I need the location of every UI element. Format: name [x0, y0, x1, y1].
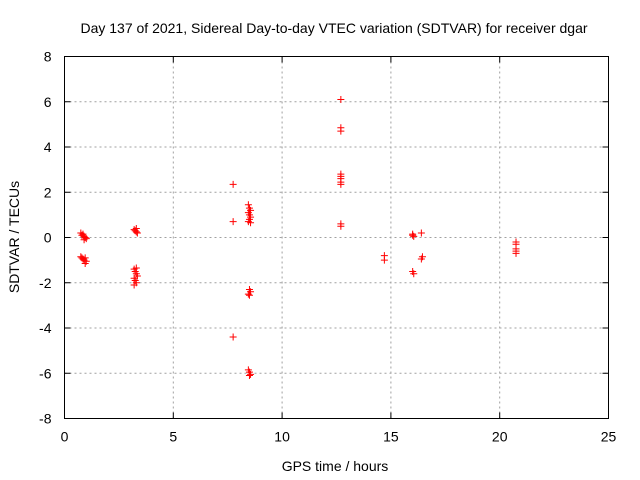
plus-marker [337, 127, 345, 135]
plus-marker [417, 255, 425, 263]
y-tick-label: 4 [44, 139, 52, 155]
plus-marker [245, 291, 253, 299]
x-tick-label: 15 [383, 429, 399, 445]
plus-marker [512, 249, 520, 257]
data-point [245, 372, 253, 380]
data-point [80, 236, 88, 244]
y-tick-label: 2 [44, 184, 52, 200]
plus-marker [133, 229, 141, 237]
y-tick-label: -4 [39, 320, 52, 336]
plus-marker [130, 281, 138, 289]
plus-marker [417, 229, 425, 237]
data-point [133, 229, 141, 237]
data-points [77, 95, 520, 380]
data-point [229, 218, 237, 226]
data-point [229, 180, 237, 188]
x-tick-label: 5 [169, 429, 177, 445]
data-point [245, 291, 253, 299]
plus-marker [337, 180, 345, 188]
plus-marker [229, 333, 237, 341]
y-tick-label: -2 [39, 275, 52, 291]
y-axis-label: SDTVAR / TECUs [6, 181, 22, 293]
y-tick-label: 6 [44, 94, 52, 110]
plus-marker [244, 201, 252, 209]
data-point [247, 370, 255, 378]
data-point [337, 180, 345, 188]
plus-marker [229, 180, 237, 188]
data-point [132, 264, 140, 272]
data-point [410, 270, 418, 278]
data-point [244, 201, 252, 209]
y-tick-label: 8 [44, 49, 52, 65]
chart-title: Day 137 of 2021, Sidereal Day-to-day VTE… [80, 20, 587, 36]
plus-marker [247, 219, 255, 227]
plus-marker [81, 260, 89, 268]
data-point [229, 333, 237, 341]
plus-marker [229, 218, 237, 226]
ticks: 0 5 10 15 20 25 -8 -6 -4 -2 0 2 4 6 8 [39, 49, 616, 445]
plus-marker [337, 222, 345, 230]
y-tick-label: 0 [44, 230, 52, 246]
plus-marker [80, 236, 88, 244]
data-point [247, 219, 255, 227]
plus-marker [410, 270, 418, 278]
x-tick-label: 0 [61, 429, 69, 445]
data-point [337, 222, 345, 230]
y-tick-label: -8 [39, 411, 52, 427]
data-point [380, 256, 388, 264]
data-point [244, 290, 252, 298]
grid [64, 56, 609, 419]
data-point [81, 260, 89, 268]
plus-marker [132, 264, 140, 272]
plus-marker [247, 370, 255, 378]
plus-marker [244, 290, 252, 298]
plus-marker [409, 231, 417, 239]
data-point [130, 281, 138, 289]
data-point [337, 127, 345, 135]
data-point [409, 231, 417, 239]
plus-marker [410, 232, 418, 240]
y-tick-label: -6 [39, 365, 52, 381]
data-point [417, 229, 425, 237]
plus-marker [132, 224, 140, 232]
plus-marker [245, 372, 253, 380]
data-point [410, 232, 418, 240]
plus-marker [380, 256, 388, 264]
data-point [417, 255, 425, 263]
data-point [337, 95, 345, 103]
data-point [512, 249, 520, 257]
x-axis-label: GPS time / hours [282, 458, 389, 474]
x-tick-label: 10 [274, 429, 290, 445]
data-point [132, 224, 140, 232]
plus-marker [337, 95, 345, 103]
x-tick-label: 25 [601, 429, 617, 445]
x-tick-label: 20 [492, 429, 508, 445]
